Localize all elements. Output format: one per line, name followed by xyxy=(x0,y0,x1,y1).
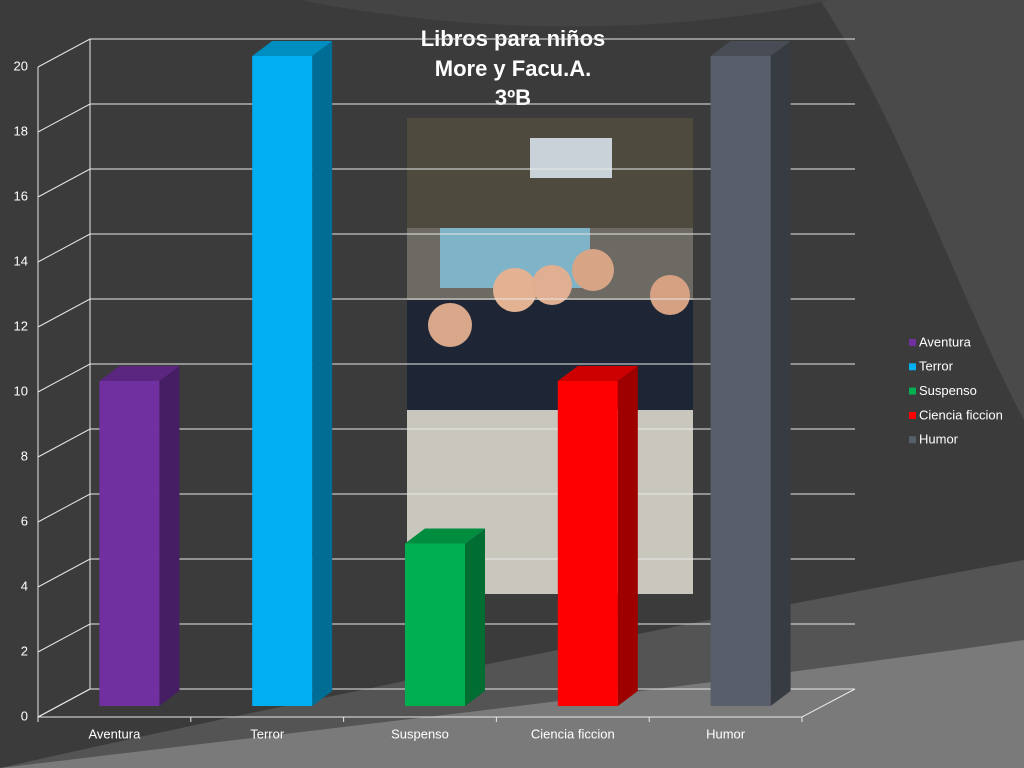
x-tick-label: Terror xyxy=(250,726,285,741)
bar-top xyxy=(99,366,180,381)
y-tick-label: 8 xyxy=(21,448,28,463)
bar-side xyxy=(770,41,791,706)
bar-front xyxy=(252,56,313,706)
bar-top xyxy=(710,41,791,56)
bar-front xyxy=(710,56,771,706)
bar-side xyxy=(465,528,485,706)
grid-line xyxy=(37,363,855,393)
bar-top xyxy=(557,366,638,381)
bar-top xyxy=(252,41,333,56)
legend-swatch xyxy=(909,363,916,371)
bar xyxy=(99,366,180,706)
y-tick-label: 6 xyxy=(21,513,28,528)
legend-swatch xyxy=(909,411,916,419)
y-tick-label: 14 xyxy=(14,253,28,268)
x-tick-label: Ciencia ficcion xyxy=(531,726,615,741)
y-tick-label: 0 xyxy=(21,708,28,723)
y-tick-label: 16 xyxy=(14,188,28,203)
grid-line xyxy=(37,103,855,133)
legend-label: Humor xyxy=(919,432,959,447)
bar xyxy=(710,41,791,706)
x-tick-label: Humor xyxy=(706,726,746,741)
x-tick-label: Suspenso xyxy=(391,726,449,741)
bar-side xyxy=(312,41,333,706)
x-tick-label: Aventura xyxy=(89,726,142,741)
grid-line xyxy=(37,38,855,68)
y-tick-label: 12 xyxy=(14,318,28,333)
chart-title: Libros para niños xyxy=(421,26,606,51)
grid-line xyxy=(37,168,855,198)
y-tick-label: 18 xyxy=(14,123,28,138)
legend: Aventura Terror Suspenso Ciencia ficcion Hum… xyxy=(909,334,1003,447)
bar xyxy=(405,528,485,706)
bar-top xyxy=(405,528,485,544)
legend-label: Aventura xyxy=(919,334,972,349)
legend-label: Ciencia ficcion xyxy=(919,407,1003,422)
bar-front xyxy=(99,381,160,706)
y-tick-label: 10 xyxy=(14,383,28,398)
grid-line xyxy=(37,233,855,263)
legend-swatch xyxy=(909,339,916,346)
chart-title: More y Facu.A. xyxy=(435,56,591,81)
legend-swatch xyxy=(909,387,916,395)
y-tick-label: 2 xyxy=(21,643,28,658)
bar-front xyxy=(405,543,465,706)
bar xyxy=(252,41,333,706)
bar-side xyxy=(159,366,180,706)
grid-line xyxy=(37,298,855,328)
chart-title: 3ºB xyxy=(495,85,531,110)
bar xyxy=(557,366,638,706)
bar-front xyxy=(557,381,618,706)
photo xyxy=(407,118,693,594)
y-tick-label: 4 xyxy=(21,578,28,593)
legend-label: Suspenso xyxy=(919,383,977,398)
bar-side xyxy=(617,366,638,706)
legend-label: Terror xyxy=(919,359,954,374)
y-tick-label: 20 xyxy=(14,58,28,73)
legend-swatch xyxy=(909,436,916,444)
